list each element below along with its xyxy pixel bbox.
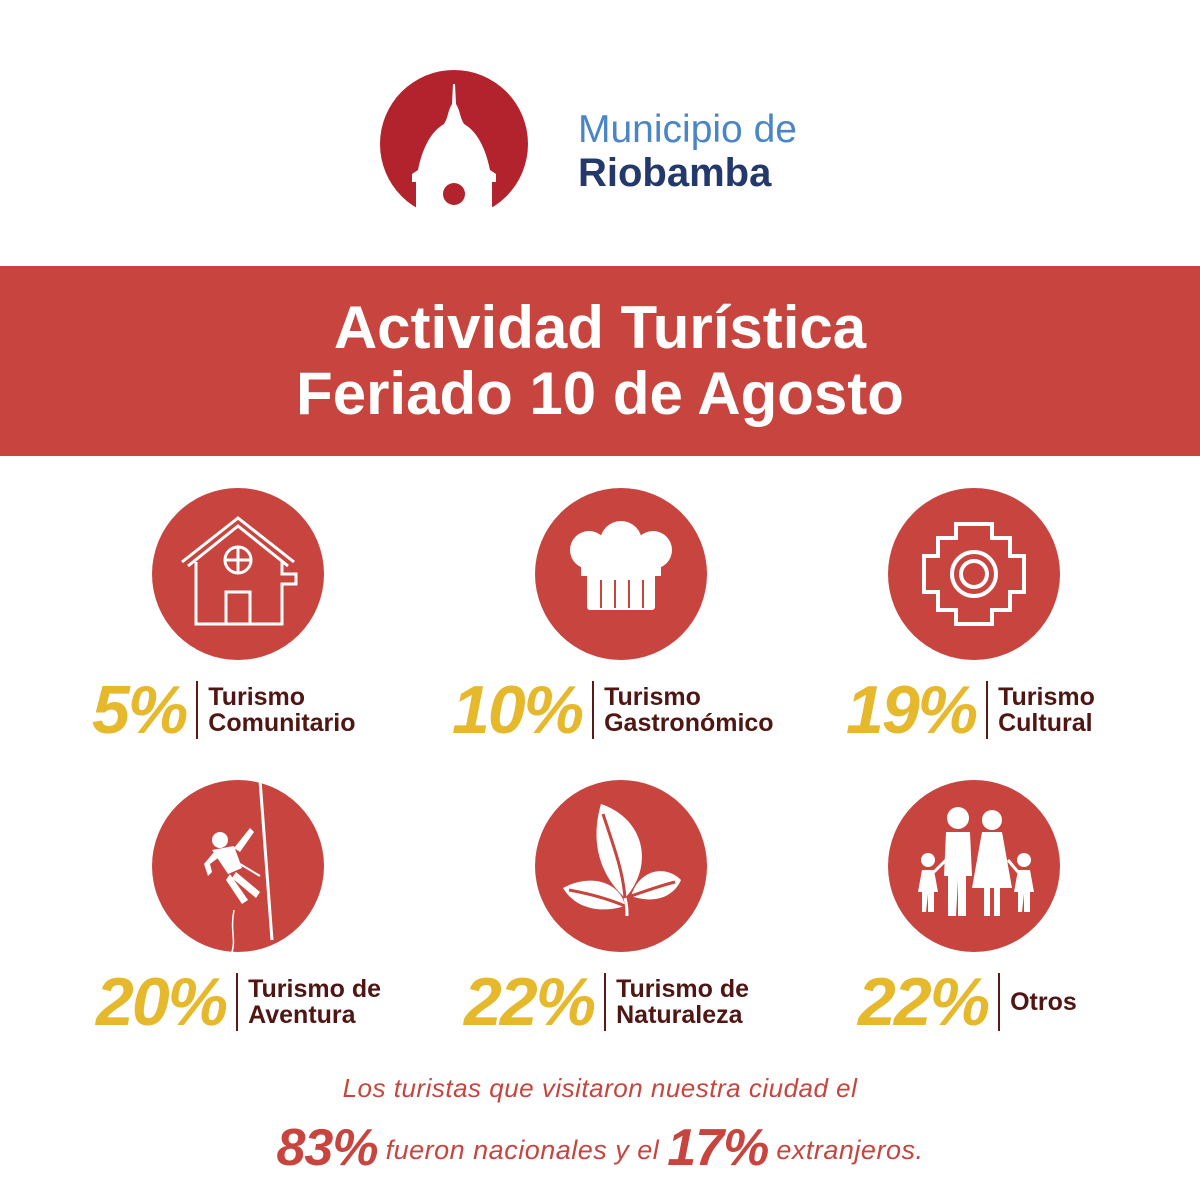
category-label-line1: Turismo de [616,975,749,1003]
category-label: Turismo Cultural [998,684,1095,736]
circle-comunitario [152,488,324,660]
category-label: Turismo de Aventura [248,976,381,1028]
footer-line2: 83% fueron nacionales y el 17% extranjer… [0,1118,1200,1178]
house-icon [181,516,298,626]
percent-value: 22% [858,964,990,1040]
banner-title-line1: Actividad Turística [333,294,867,361]
percent-value: 5% [92,672,188,748]
climber-icon [204,780,274,952]
circle-aventura [152,780,324,952]
divider [998,973,1001,1031]
category-label: Turismo Comunitario [208,684,355,736]
divider [592,681,595,739]
category-label: Turismo de Naturaleza [616,976,749,1028]
stat-comunitario: 5% Turismo Comunitario [92,676,356,744]
chakana-icon [922,522,1026,626]
divider [986,681,989,739]
stat-aventura: 20% Turismo de Aventura [96,968,381,1036]
banner-title-line2: Feriado 10 de Agosto [296,360,904,427]
family-icon [918,807,1034,916]
percent-value: 20% [96,964,228,1040]
national-percent: 83% [276,1119,379,1177]
brand-line1: Municipio de [578,108,797,151]
stat-cultural: 19% Turismo Cultural [846,676,1095,744]
circle-gastronomico [535,488,707,660]
percent-value: 19% [846,672,978,748]
brand-line2: Riobamba [578,151,772,195]
stat-naturaleza: 22% Turismo de Naturaleza [464,968,749,1036]
national-text: fueron nacionales y el [385,1135,660,1165]
circle-naturaleza [535,780,707,952]
category-label-line2: Cultural [998,709,1093,737]
stat-otros: 22% Otros [858,968,1077,1036]
category-label-line1: Turismo [208,683,306,711]
leaves-icon [563,804,681,917]
category-label-line1: Turismo [604,683,701,711]
category-label-line2: Gastronómico [604,709,774,737]
stat-gastronomico: 10% Turismo Gastronómico [452,676,774,744]
divider [236,973,239,1031]
category-label: Otros [1010,989,1077,1015]
category-label-line2: Naturaleza [616,1001,743,1029]
divider [196,681,199,739]
category-label-line2: Comunitario [208,709,356,737]
footer-line1: Los turistas que visitaron nuestra ciuda… [342,1073,858,1103]
foreign-text: extranjeros. [776,1135,924,1165]
percent-value: 22% [464,964,596,1040]
municipio-logo [380,70,528,218]
chef-hat-icon [570,521,672,610]
brand-name: Municipio de Riobamba [578,110,797,193]
category-label-line1: Otros [1010,988,1077,1016]
category-label-line1: Turismo de [248,975,381,1003]
divider [604,973,607,1031]
foreign-percent: 17% [667,1119,769,1177]
category-label-line1: Turismo [998,683,1095,711]
title-banner: Actividad Turística Feriado 10 de Agosto [0,266,1200,456]
circle-cultural [888,488,1060,660]
circle-otros [888,780,1060,952]
percent-value: 10% [452,672,584,748]
category-label-line2: Aventura [248,1001,356,1029]
category-label: Turismo Gastronómico [604,684,773,736]
